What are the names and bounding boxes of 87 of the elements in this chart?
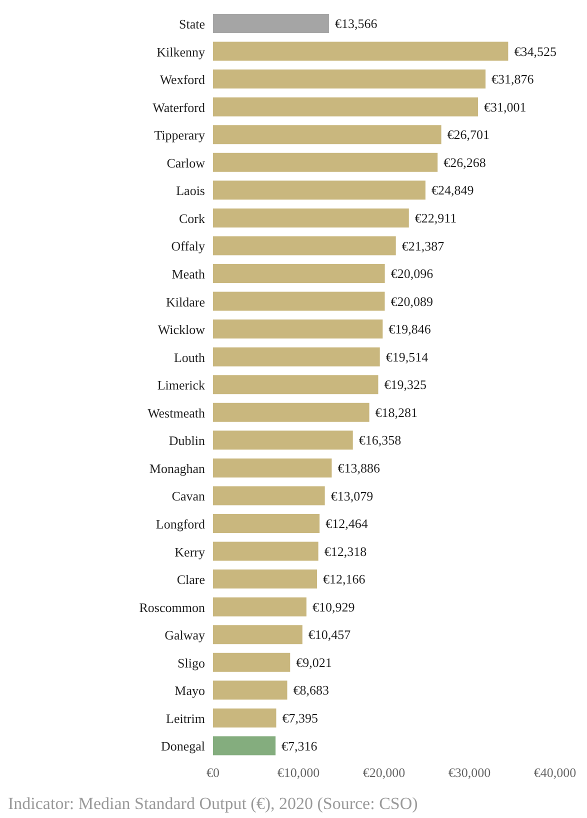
y-tick-label: Wexford — [160, 72, 206, 88]
bar — [213, 708, 276, 728]
y-tick-label: Monaghan — [149, 460, 206, 476]
data-label: €19,325 — [384, 377, 426, 392]
y-tick-label: Laois — [176, 183, 205, 198]
bar — [213, 542, 318, 561]
bar — [213, 292, 385, 311]
y-tick-label: Tipperary — [154, 128, 206, 143]
y-tick-label: Westmeath — [148, 405, 206, 420]
bar — [213, 402, 370, 422]
y-tick-label: Longford — [156, 516, 206, 532]
data-label: €19,846 — [388, 322, 432, 337]
data-label: €22,911 — [414, 210, 457, 226]
data-label: €13,886 — [338, 460, 380, 476]
bar — [213, 680, 288, 700]
data-label: €9,021 — [296, 654, 332, 670]
data-label: €12,166 — [323, 572, 366, 587]
data-label: €26,268 — [444, 154, 486, 170]
bar — [213, 514, 320, 533]
y-tick-label: Sligo — [178, 655, 205, 670]
bar — [213, 42, 508, 61]
data-label: €12,318 — [324, 544, 367, 559]
bar — [213, 320, 383, 339]
data-label: €12,464 — [326, 516, 368, 532]
bar — [213, 736, 276, 756]
data-label: €10,929 — [312, 599, 355, 614]
bar — [213, 375, 378, 394]
bar — [213, 208, 409, 228]
data-label: €13,079 — [330, 488, 374, 504]
bar — [213, 264, 385, 283]
bar — [213, 430, 353, 450]
bar — [213, 486, 325, 506]
bar — [213, 347, 380, 366]
data-label: €10,457 — [308, 627, 352, 642]
x-tick-label: €0 — [206, 765, 220, 780]
x-tick-label: €30,000 — [448, 765, 491, 780]
data-label: €24,849 — [431, 182, 474, 198]
data-label: €20,096 — [390, 266, 434, 282]
y-tick-label: Donegal — [160, 738, 206, 754]
y-tick-label: Galway — [164, 628, 206, 643]
y-tick-label: Cork — [179, 210, 206, 226]
bar — [213, 458, 332, 478]
x-tick-label: €40,000 — [534, 765, 576, 780]
data-label: €18,281 — [375, 404, 418, 420]
data-label: €13,566 — [334, 16, 378, 32]
bar — [213, 152, 438, 172]
y-tick-label: Mayo — [174, 683, 205, 698]
bar — [213, 180, 426, 200]
data-label: €19,514 — [386, 349, 429, 364]
data-label: €26,701 — [447, 127, 490, 142]
y-tick-label: Leitrim — [166, 710, 205, 726]
data-label: €34,525 — [514, 44, 556, 59]
y-tick-label: Wicklow — [158, 322, 206, 338]
bar — [213, 125, 442, 144]
data-label: €31,001 — [484, 99, 526, 114]
y-tick-label: Clare — [176, 572, 206, 588]
y-tick-label: Waterford — [152, 100, 206, 115]
data-label: €16,358 — [358, 432, 402, 448]
y-tick-label: State — [179, 16, 206, 32]
data-label: €7,316 — [282, 738, 318, 754]
data-label: €8,683 — [293, 682, 329, 698]
y-tick-label: Louth — [174, 350, 206, 365]
bar — [213, 570, 318, 589]
y-tick-label: Dublin — [168, 433, 206, 448]
bar — [213, 97, 478, 116]
data-label: €21,387 — [402, 238, 445, 254]
bar — [213, 236, 396, 256]
data-label: €31,876 — [492, 72, 534, 87]
y-tick-label: Carlow — [166, 155, 206, 170]
text: Indicator: Median Standard Output (€), 2020 (Source: CSO) — [8, 794, 419, 814]
bar — [213, 597, 306, 616]
bar — [213, 652, 290, 672]
data-label: €20,089 — [390, 294, 434, 309]
x-tick-label: €20,000 — [362, 765, 406, 780]
y-tick-label: Roscommon — [139, 600, 206, 615]
x-tick-label: €10,000 — [277, 765, 320, 780]
y-tick-label: Kilkenny — [156, 44, 206, 60]
y-tick-label: Cavan — [172, 488, 206, 504]
y-tick-label: Limerick — [157, 378, 206, 393]
bar — [213, 625, 302, 644]
y-tick-label: Offaly — [171, 238, 206, 254]
y-tick-label: Kerry — [174, 544, 206, 560]
bar — [213, 14, 329, 33]
data-label: €7,395 — [282, 710, 318, 726]
y-tick-label: Meath — [172, 266, 206, 282]
bar — [213, 70, 486, 89]
y-tick-label: Kildare — [166, 294, 206, 310]
